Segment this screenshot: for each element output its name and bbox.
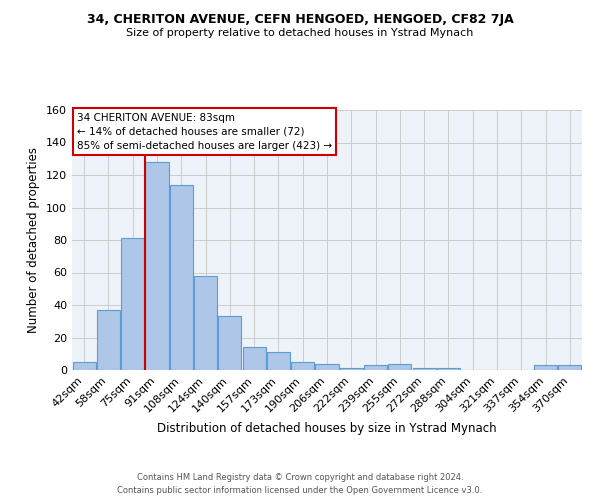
Bar xyxy=(194,276,217,370)
Bar xyxy=(364,365,387,370)
Bar xyxy=(534,365,557,370)
Bar xyxy=(218,316,241,370)
Bar xyxy=(242,347,266,370)
Bar xyxy=(267,352,290,370)
Bar xyxy=(97,310,120,370)
Text: Size of property relative to detached houses in Ystrad Mynach: Size of property relative to detached ho… xyxy=(127,28,473,38)
Bar xyxy=(413,368,436,370)
Bar xyxy=(316,364,338,370)
X-axis label: Distribution of detached houses by size in Ystrad Mynach: Distribution of detached houses by size … xyxy=(157,422,497,435)
Bar xyxy=(388,364,412,370)
Bar xyxy=(340,368,363,370)
Bar xyxy=(121,238,144,370)
Bar xyxy=(145,162,169,370)
Text: Contains public sector information licensed under the Open Government Licence v3: Contains public sector information licen… xyxy=(118,486,482,495)
Text: Contains HM Land Registry data © Crown copyright and database right 2024.: Contains HM Land Registry data © Crown c… xyxy=(137,472,463,482)
Text: 34, CHERITON AVENUE, CEFN HENGOED, HENGOED, CF82 7JA: 34, CHERITON AVENUE, CEFN HENGOED, HENGO… xyxy=(86,12,514,26)
Bar xyxy=(170,184,193,370)
Text: 34 CHERITON AVENUE: 83sqm
← 14% of detached houses are smaller (72)
85% of semi-: 34 CHERITON AVENUE: 83sqm ← 14% of detac… xyxy=(77,112,332,150)
Y-axis label: Number of detached properties: Number of detached properties xyxy=(28,147,40,333)
Bar xyxy=(291,362,314,370)
Bar xyxy=(73,362,95,370)
Bar xyxy=(437,368,460,370)
Bar xyxy=(559,365,581,370)
